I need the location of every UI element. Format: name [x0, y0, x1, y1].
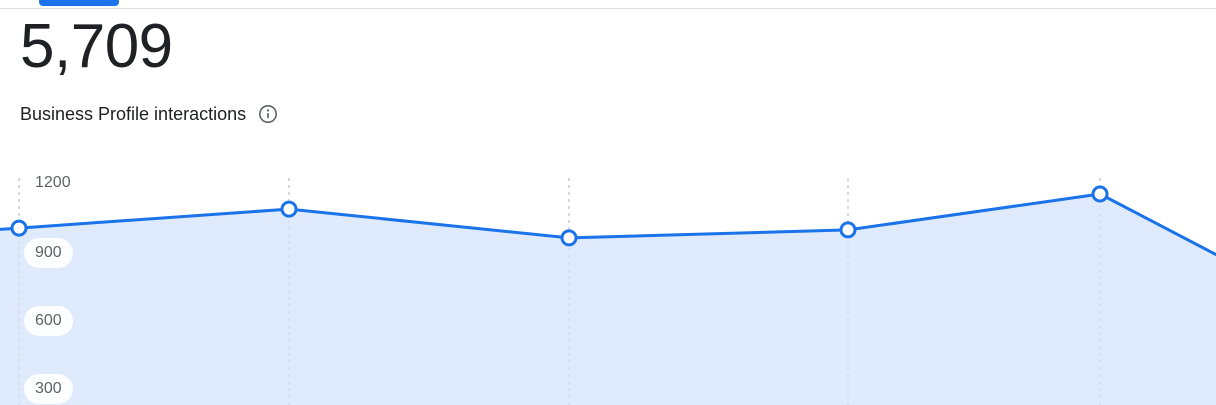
metric-value: 5,709: [20, 12, 173, 81]
data-point[interactable]: [839, 221, 857, 239]
chart-canvas[interactable]: [0, 160, 1216, 405]
info-icon[interactable]: [258, 104, 278, 124]
data-point[interactable]: [560, 229, 578, 247]
metric-header: 5,709: [20, 14, 173, 80]
data-point[interactable]: [10, 219, 28, 237]
metric-label-row: Business Profile interactions: [20, 102, 278, 126]
data-point[interactable]: [280, 200, 298, 218]
tab-bar: [0, 0, 1216, 9]
tab-bar-divider: [0, 8, 1216, 9]
interactions-chart[interactable]: 1200 900 600 300: [0, 160, 1216, 405]
metric-label: Business Profile interactions: [20, 104, 247, 124]
series-area: [0, 194, 1216, 405]
active-tab-indicator[interactable]: [39, 0, 119, 6]
data-point[interactable]: [1091, 185, 1109, 203]
